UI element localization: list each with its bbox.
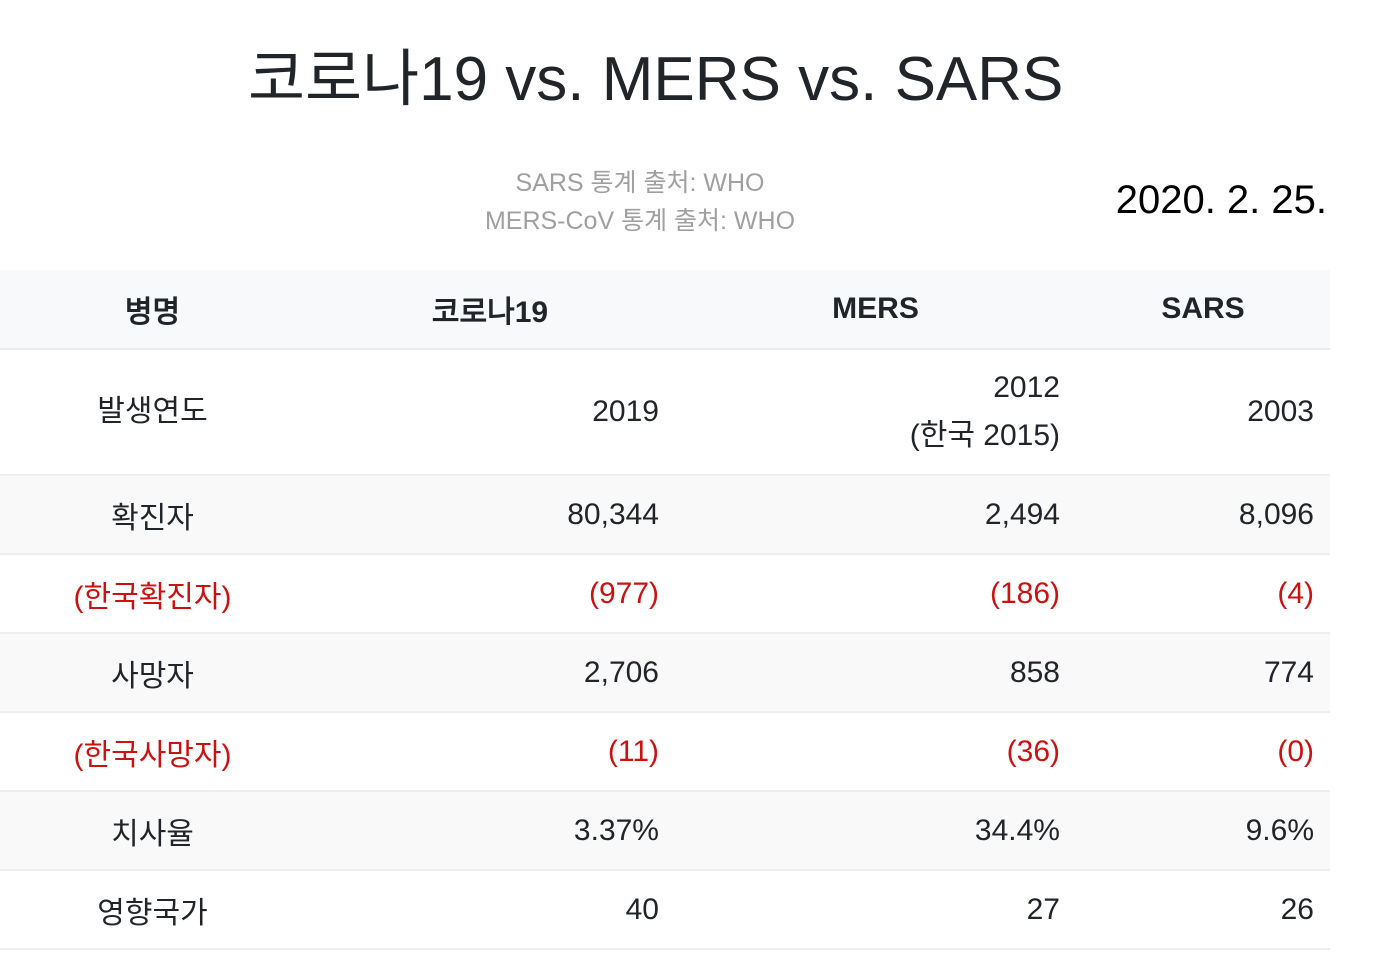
cell-covid19: 3.37% [305, 791, 675, 871]
table-row-affected-countries: 영향국가 40 27 26 [0, 870, 1330, 950]
column-header-disease: 병명 [0, 270, 305, 350]
cell-sars: 9.6% [1076, 791, 1330, 871]
cell-sars: 26 [1076, 870, 1330, 950]
table-row-korea-deaths: (한국사망자) (11) (36) (0) [0, 712, 1330, 792]
row-label: 치사율 [0, 791, 305, 871]
cell-sars: 774 [1076, 633, 1330, 713]
cell-mers: 858 [675, 633, 1076, 713]
table-header-row: 병명 코로나19 MERS SARS [0, 270, 1330, 350]
cell-mers-line1: 2012 [993, 371, 1060, 404]
table-row-korea-confirmed: (한국확진자) (977) (186) (4) [0, 554, 1330, 634]
cell-covid19: 2,706 [305, 633, 675, 713]
row-label: 발생연도 [0, 349, 305, 476]
table-row-year: 발생연도 2019 2012 (한국 2015) 2003 [0, 349, 1330, 476]
cell-sars: (0) [1076, 712, 1330, 792]
cell-mers-line2: (한국 2015) [909, 419, 1060, 452]
report-date: 2020. 2. 25. [1115, 178, 1327, 222]
cell-mers: (36) [675, 712, 1076, 792]
column-header-covid19: 코로나19 [305, 270, 675, 350]
cell-covid19: 80,344 [305, 475, 675, 555]
row-label: 확진자 [0, 475, 305, 555]
cell-mers: 27 [675, 870, 1076, 950]
source-sars: SARS 통계 출처: WHO [515, 169, 765, 197]
cell-covid19: (977) [305, 554, 675, 634]
cell-sars: 2003 [1076, 349, 1330, 476]
column-header-mers: MERS [675, 270, 1076, 350]
page-title: 코로나19 vs. MERS vs. SARS [248, 45, 1064, 114]
table-row-deaths: 사망자 2,706 858 774 [0, 633, 1330, 713]
comparison-table: 병명 코로나19 MERS SARS 발생연도 2019 2012 (한국 20… [0, 270, 1330, 950]
cell-mers: 2,494 [675, 475, 1076, 555]
cell-covid19: 2019 [305, 349, 675, 476]
cell-mers: (186) [675, 554, 1076, 634]
column-header-sars: SARS [1076, 270, 1330, 350]
row-label: 영향국가 [0, 870, 305, 950]
row-label: (한국확진자) [0, 554, 305, 634]
data-sources: SARS 통계 출처: WHO MERS-CoV 통계 출처: WHO [440, 164, 840, 240]
cell-sars: (4) [1076, 554, 1330, 634]
cell-sars: 8,096 [1076, 475, 1330, 555]
table-row-fatality-rate: 치사율 3.37% 34.4% 9.6% [0, 791, 1330, 871]
row-label: (한국사망자) [0, 712, 305, 792]
table-row-confirmed: 확진자 80,344 2,494 8,096 [0, 475, 1330, 555]
source-mers: MERS-CoV 통계 출처: WHO [484, 207, 796, 235]
cell-mers: 2012 (한국 2015) [675, 349, 1076, 476]
cell-mers: 34.4% [675, 791, 1076, 871]
cell-covid19: 40 [305, 870, 675, 950]
cell-covid19: (11) [305, 712, 675, 792]
row-label: 사망자 [0, 633, 305, 713]
